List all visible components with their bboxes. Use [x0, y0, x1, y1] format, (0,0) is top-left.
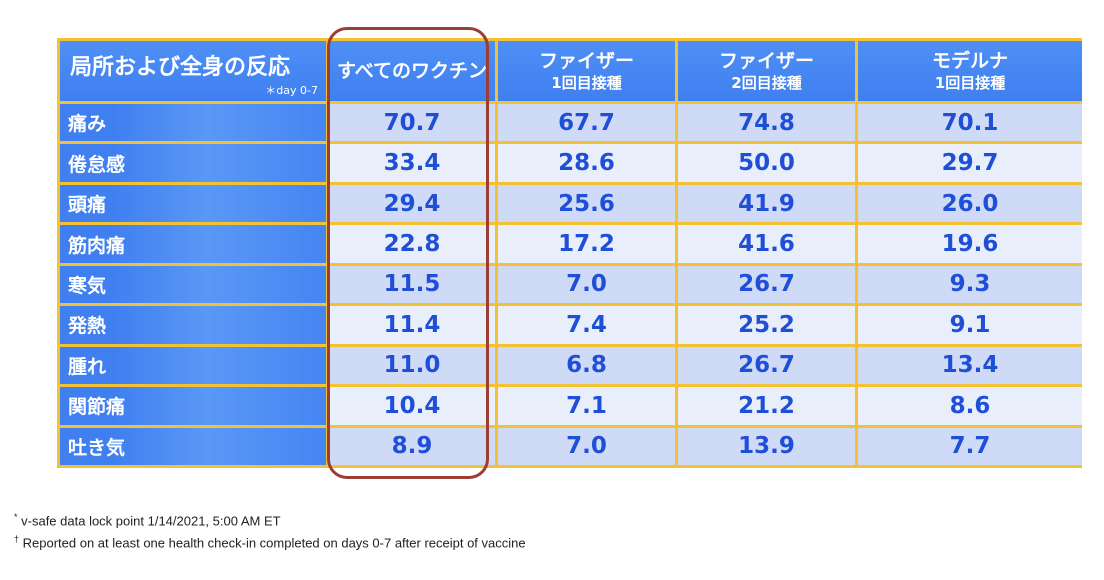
value-cell: 74.8 — [678, 104, 855, 142]
footnote-mark: * — [14, 512, 18, 522]
value-cell: 6.8 — [498, 346, 675, 385]
value-cell: 22.8 — [329, 225, 495, 263]
table-row: 寒気 11.5 7.0 26.7 9.3 — [60, 265, 1082, 304]
table-row: 倦怠感 33.4 28.6 50.0 29.7 — [60, 144, 1082, 182]
row-label: 腫れ — [60, 346, 326, 385]
header-reactions: 局所および全身の反応 ＊day 0-7 — [60, 41, 326, 101]
table-row: 吐き気 8.9 7.0 13.9 7.7 — [60, 427, 1082, 465]
value-cell: 8.9 — [329, 427, 495, 465]
row-label: 寒気 — [60, 265, 326, 304]
value-cell: 41.9 — [678, 184, 855, 223]
footnote-mark: † — [14, 534, 20, 545]
value-cell: 11.0 — [329, 346, 495, 385]
value-cell: 13.4 — [858, 346, 1082, 385]
value-cell: 33.4 — [329, 144, 495, 182]
value-cell: 19.6 — [858, 225, 1082, 263]
header-col-1-line1: すべてのワクチン — [337, 60, 487, 82]
value-cell: 7.0 — [498, 427, 675, 465]
header-pfizer-dose1: ファイザー 1回目接種 — [498, 41, 675, 101]
value-cell: 67.7 — [498, 104, 675, 142]
value-cell: 9.3 — [858, 265, 1082, 304]
header-col-2-line1: ファイザー — [538, 50, 634, 72]
footnotes: * v-safe data lock point 1/14/2021, 5:00… — [14, 508, 526, 553]
header-col-4-line1: モデルナ — [931, 50, 1008, 72]
table-body: 痛み 70.7 67.7 74.8 70.1 倦怠感 33.4 28.6 50.0 29.7 頭痛 2… — [60, 104, 1082, 465]
reaction-table: 局所および全身の反応 ＊day 0-7 すべてのワクチン ファイザー 1回目接種… — [57, 38, 1085, 468]
table-row: 腫れ 11.0 6.8 26.7 13.4 — [60, 346, 1082, 385]
row-label: 倦怠感 — [60, 144, 326, 182]
value-cell: 41.6 — [678, 225, 855, 263]
value-cell: 70.7 — [329, 104, 495, 142]
header-all-vaccines: すべてのワクチン — [329, 41, 495, 101]
value-cell: 13.9 — [678, 427, 855, 465]
value-cell: 26.0 — [858, 184, 1082, 223]
footnote-health-checkin: † Reported on at least one health check-… — [14, 530, 526, 552]
row-label: 吐き気 — [60, 427, 326, 465]
row-label: 発熱 — [60, 306, 326, 344]
table-row: 頭痛 29.4 25.6 41.9 26.0 — [60, 184, 1082, 223]
value-cell: 7.4 — [498, 306, 675, 344]
row-label: 関節痛 — [60, 387, 326, 425]
header-day-note: ＊day 0-7 — [265, 84, 318, 97]
value-cell: 21.2 — [678, 387, 855, 425]
table-row: 発熱 11.4 7.4 25.2 9.1 — [60, 306, 1082, 344]
value-cell: 25.2 — [678, 306, 855, 344]
value-cell: 26.7 — [678, 346, 855, 385]
reaction-table-container: 局所および全身の反応 ＊day 0-7 すべてのワクチン ファイザー 1回目接種… — [57, 38, 1082, 468]
value-cell: 8.6 — [858, 387, 1082, 425]
footnote-text: Reported on at least one health check-in… — [22, 535, 526, 551]
table-row: 痛み 70.7 67.7 74.8 70.1 — [60, 104, 1082, 142]
value-cell: 9.1 — [858, 306, 1082, 344]
table-row: 筋肉痛 22.8 17.2 41.6 19.6 — [60, 225, 1082, 263]
all-vaccines-highlight-frame — [327, 27, 489, 479]
footnote-data-lock: * v-safe data lock point 1/14/2021, 5:00… — [14, 508, 526, 530]
value-cell: 17.2 — [498, 225, 675, 263]
value-cell: 7.1 — [498, 387, 675, 425]
value-cell: 29.7 — [858, 144, 1082, 182]
header-col-2-line2: 1回目接種 — [551, 74, 622, 92]
header-pfizer-dose2: ファイザー 2回目接種 — [678, 41, 855, 101]
header-moderna-dose1: モデルナ 1回目接種 — [858, 41, 1082, 101]
table-row: 関節痛 10.4 7.1 21.2 8.6 — [60, 387, 1082, 425]
value-cell: 28.6 — [498, 144, 675, 182]
row-label: 頭痛 — [60, 184, 326, 223]
value-cell: 29.4 — [329, 184, 495, 223]
header-reactions-title: 局所および全身の反応 — [70, 55, 291, 80]
value-cell: 11.4 — [329, 306, 495, 344]
value-cell: 7.0 — [498, 265, 675, 304]
footnote-text: v-safe data lock point 1/14/2021, 5:00 A… — [21, 513, 281, 529]
row-label: 痛み — [60, 104, 326, 142]
value-cell: 10.4 — [329, 387, 495, 425]
header-col-3-line1: ファイザー — [718, 50, 814, 72]
value-cell: 7.7 — [858, 427, 1082, 465]
row-label: 筋肉痛 — [60, 225, 326, 263]
value-cell: 50.0 — [678, 144, 855, 182]
value-cell: 70.1 — [858, 104, 1082, 142]
value-cell: 11.5 — [329, 265, 495, 304]
header-col-3-line2: 2回目接種 — [731, 74, 802, 92]
value-cell: 26.7 — [678, 265, 855, 304]
header-col-4-line2: 1回目接種 — [934, 74, 1006, 92]
value-cell: 25.6 — [498, 184, 675, 223]
